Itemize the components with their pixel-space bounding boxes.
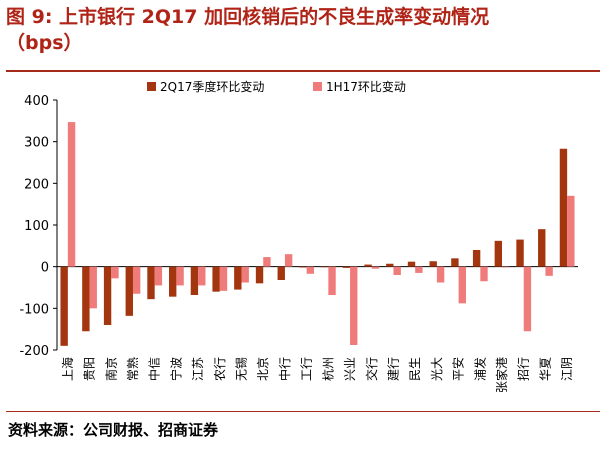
bar-1h17 [328, 266, 336, 295]
y-tick-label: 400 [24, 94, 49, 109]
legend: 2Q17季度环比变动 1H17环比变动 [147, 79, 406, 94]
bar-1h17 [154, 266, 163, 286]
chart-subtitle: （bps） [6, 32, 83, 54]
x-category-label: 建行 [386, 357, 400, 381]
x-category-label: 中行 [277, 357, 292, 381]
bar-1h17 [371, 266, 380, 269]
x-category-label: 南京 [103, 357, 118, 381]
bar-2q17 [320, 266, 329, 268]
bar-2q17 [299, 266, 307, 268]
chart-title: 图 9: 上市银行 2Q17 加回核销后的不良生成率变动情况 （bps） [6, 4, 602, 56]
y-tick-label: 200 [24, 177, 49, 192]
bar-1h17 [415, 266, 423, 273]
x-category-label: 平安 [451, 357, 466, 381]
bar-1h17 [393, 266, 401, 275]
x-category-label: 华夏 [538, 357, 552, 381]
bar-1h17 [219, 266, 228, 291]
x-category-label: 浦发 [472, 357, 487, 381]
bar-1h17 [132, 266, 141, 294]
bar-1h17 [284, 254, 293, 267]
y-tick-label: -100 [19, 302, 49, 317]
bar-2q17 [516, 239, 524, 267]
legend-label: 1H17环比变动 [326, 79, 406, 94]
bar-2q17 [169, 266, 177, 297]
bars [60, 122, 575, 346]
bar-2q17 [451, 258, 459, 267]
bar-2q17 [364, 264, 372, 267]
x-category-label: 光大 [430, 357, 444, 381]
x-category-label: 无锡 [234, 357, 249, 381]
x-category-label: 常熟 [125, 357, 140, 381]
bar-1h17 [67, 122, 76, 267]
x-category-label: 上海 [60, 357, 75, 381]
bar-1h17 [89, 266, 97, 309]
x-category-label: 农行 [213, 357, 227, 381]
x-category-label: 杭州 [320, 357, 335, 381]
bar-1h17 [350, 266, 358, 345]
bar-1h17 [567, 195, 575, 267]
x-category-label: 中信 [147, 357, 162, 381]
y-axis: 400 300 200 100 0 -100 -200 [19, 94, 578, 359]
bar-2q17 [147, 266, 155, 300]
bar-2q17 [103, 266, 112, 325]
x-category-label: 民生 [408, 357, 422, 381]
bar-1h17 [111, 266, 119, 279]
bar-chart: 400 300 200 100 0 -100 -200 上海 贵阳 南京 常熟 中信 宁波 江苏 农行 无锡… [19, 79, 578, 393]
bar-1h17 [458, 266, 466, 304]
chart-title-text: 图 9: 上市银行 2Q17 加回核销后的不良生成率变动情况 [6, 6, 490, 28]
bar-1h17 [263, 257, 271, 267]
bar-2q17 [429, 261, 437, 267]
bar-2q17 [538, 229, 546, 267]
y-tick-label: -200 [19, 344, 49, 359]
legend-swatch [313, 82, 322, 91]
bar-2q17 [472, 250, 481, 267]
legend-swatch [147, 82, 156, 91]
bar-1h17 [502, 266, 510, 268]
bar-1h17 [545, 266, 553, 276]
bar-1h17 [306, 266, 315, 274]
legend-label: 2Q17季度环比变动 [160, 79, 264, 94]
bar-2q17 [190, 266, 199, 295]
bar-2q17 [494, 240, 503, 267]
bar-1h17 [436, 266, 445, 283]
bar-2q17 [386, 263, 394, 267]
bar-1h17 [523, 266, 532, 332]
bar-2q17 [342, 266, 351, 268]
x-category-label: 江苏 [191, 357, 205, 381]
x-category-label: 工行 [300, 357, 314, 381]
x-category-label: 江阴 [560, 357, 574, 381]
x-axis-labels: 上海 贵阳 南京 常熟 中信 宁波 江苏 农行 无锡 北京 中行 工行 杭州 兴业 交行 建行 民生 光大 平安 浦发… [60, 357, 574, 393]
bar-2q17 [60, 266, 68, 346]
x-category-label: 交行 [364, 357, 379, 381]
bar-2q17 [407, 261, 416, 267]
x-category-label: 张家港 [494, 357, 509, 393]
x-category-label: 宁波 [168, 357, 183, 381]
bar-2q17 [125, 266, 133, 316]
bar-1h17 [480, 266, 488, 282]
y-tick-label: 0 [41, 261, 49, 276]
y-tick-label: 100 [24, 219, 49, 234]
bar-2q17 [559, 148, 568, 267]
footer-divider [6, 411, 600, 412]
bar-2q17 [82, 266, 90, 332]
bar-1h17 [241, 266, 249, 283]
y-tick-label: 300 [24, 136, 49, 151]
x-category-label: 贵阳 [83, 357, 97, 381]
source-note: 资料来源：公司财报、招商证券 [8, 421, 219, 439]
x-category-label: 招行 [517, 357, 531, 381]
bar-1h17 [198, 266, 206, 286]
title-divider [6, 70, 600, 72]
bar-2q17 [212, 266, 220, 292]
bar-2q17 [255, 266, 264, 284]
x-category-label: 兴业 [343, 357, 357, 381]
bar-2q17 [277, 266, 285, 280]
bar-2q17 [234, 266, 242, 290]
bar-1h17 [176, 266, 184, 286]
x-category-label: 北京 [256, 357, 270, 381]
